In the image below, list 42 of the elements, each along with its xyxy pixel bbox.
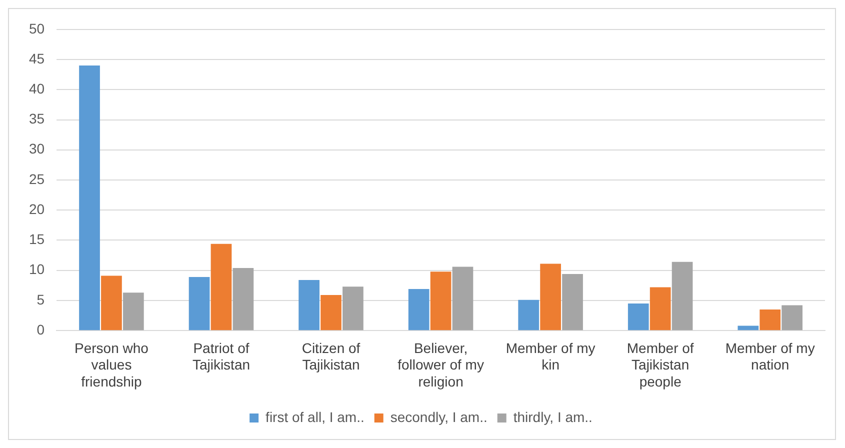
x-tick-label: Patriot of Tajikistan xyxy=(192,340,250,373)
x-tick-label: Person who values friendship xyxy=(74,340,149,390)
bar xyxy=(342,286,364,330)
y-tick-label: 40 xyxy=(28,80,45,96)
bar xyxy=(79,66,100,330)
legend-label: thirdly, I am.. xyxy=(513,408,592,425)
bar xyxy=(540,264,561,330)
bar xyxy=(430,272,452,330)
bar xyxy=(188,276,210,330)
x-tick-label: Member of Tajikistan people xyxy=(626,340,694,390)
bar xyxy=(101,276,122,330)
bar xyxy=(298,280,320,330)
bar xyxy=(122,292,144,330)
y-tick-label: 20 xyxy=(28,200,45,217)
y-tick-label: 30 xyxy=(28,140,45,157)
y-tick-label: 15 xyxy=(28,231,45,248)
bar xyxy=(562,274,583,330)
bar xyxy=(782,305,802,330)
bar xyxy=(760,310,781,330)
bar xyxy=(650,287,671,330)
legend-label: secondly, I am.. xyxy=(390,408,488,425)
legend-label: first of all, I am.. xyxy=(266,408,364,425)
bar xyxy=(232,268,254,330)
y-tick-label: 45 xyxy=(28,50,45,66)
bar xyxy=(628,303,649,330)
x-tick-label: Member of my kin xyxy=(506,340,596,373)
bar xyxy=(408,289,430,330)
bar xyxy=(518,300,540,330)
x-tick-label: Believer, follower of my religion xyxy=(398,340,484,390)
y-tick-label: 35 xyxy=(28,110,45,127)
bar xyxy=(320,295,342,330)
y-tick-label: 5 xyxy=(36,291,45,308)
y-tick-label: 0 xyxy=(36,321,45,338)
bar xyxy=(452,266,474,330)
bar xyxy=(210,244,232,330)
bar xyxy=(738,326,759,330)
y-tick-label: 25 xyxy=(28,170,45,187)
x-tick-label: Citizen of Tajikistan xyxy=(302,340,360,373)
x-tick-label: Member of my nation xyxy=(725,340,815,373)
y-tick-label: 50 xyxy=(28,20,45,36)
bar xyxy=(672,262,693,330)
y-tick-label: 10 xyxy=(28,261,45,278)
